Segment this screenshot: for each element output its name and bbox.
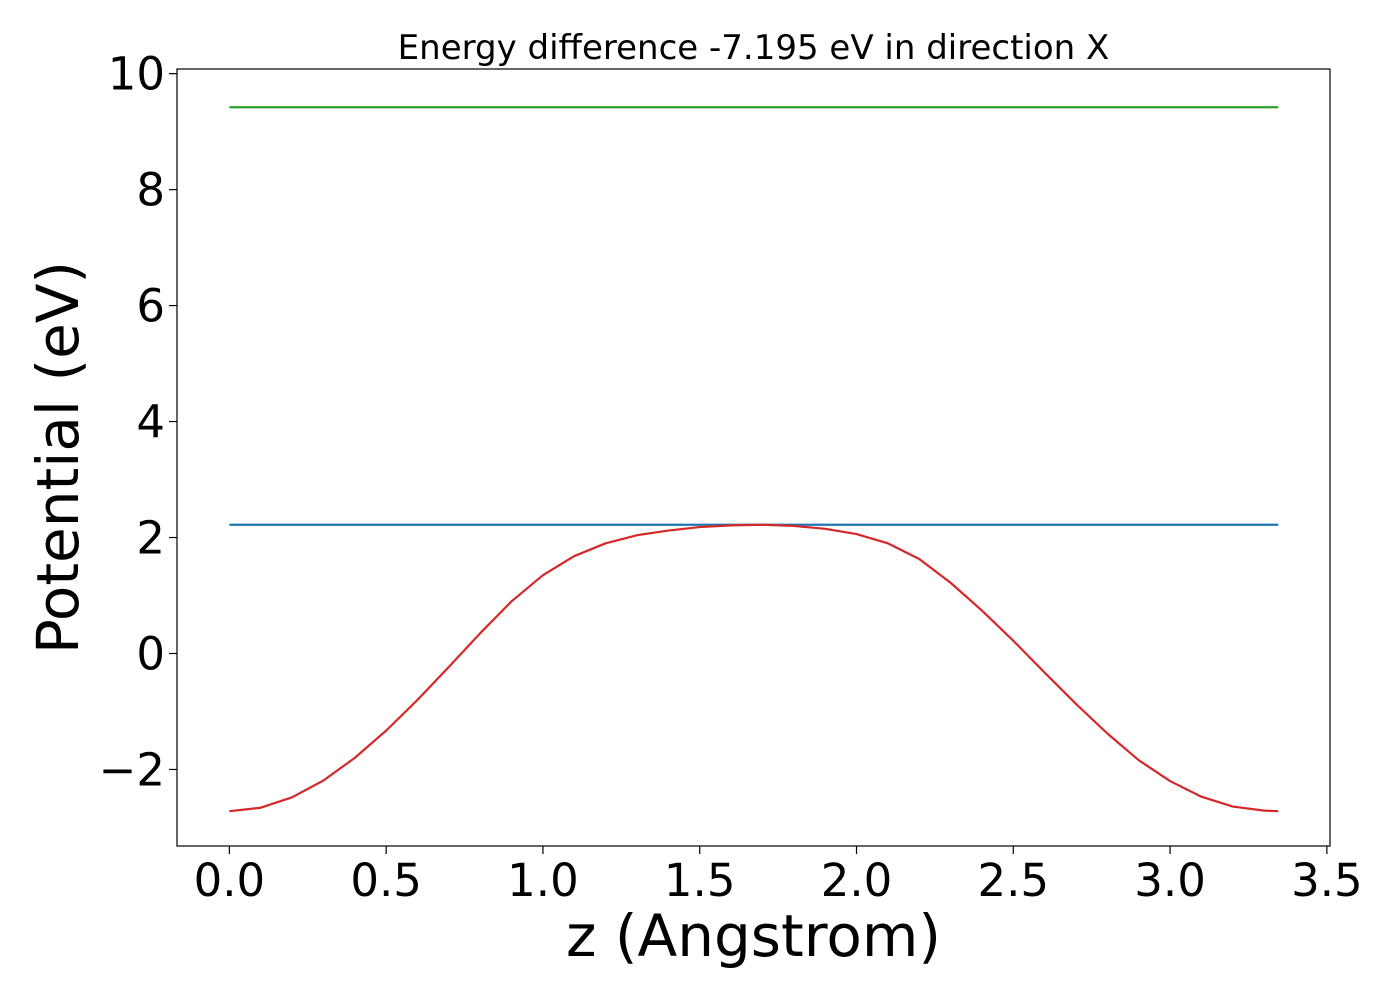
y-tick-label: 0 (136, 627, 165, 680)
y-tick-label: 2 (136, 512, 165, 565)
x-axis: 0.0 0.5 1.0 1.5 2.0 2.5 3.0 3.5 (194, 846, 1363, 907)
series-line-2 (229, 523, 1279, 813)
x-tick-label: 2.0 (821, 854, 893, 907)
x-tick-label: 3.5 (1291, 854, 1363, 907)
y-tick-label: 6 (136, 280, 165, 333)
y-tick-label: −2 (99, 743, 165, 796)
y-tick-label: 10 (108, 48, 165, 101)
chart-title: Energy difference -7.195 eV in direction… (398, 28, 1110, 68)
x-tick-label: 2.5 (978, 854, 1050, 907)
x-tick-label: 1.0 (507, 854, 579, 907)
axes-frame (176, 68, 1331, 847)
y-axis-label: Potential (eV) (24, 261, 92, 654)
y-axis: −2 0 2 4 6 8 10 (99, 48, 177, 796)
axes-border (176, 68, 1331, 847)
y-tick-label: 4 (136, 396, 165, 449)
x-axis-label: z (Angstrom) (566, 902, 941, 970)
y-tick-label: 8 (136, 164, 165, 217)
x-tick-label: 3.0 (1134, 854, 1206, 907)
x-tick-label: 1.5 (664, 854, 736, 907)
plot-area (229, 106, 1279, 813)
x-tick-label: 0.0 (194, 854, 266, 907)
x-tick-label: 0.5 (350, 854, 422, 907)
